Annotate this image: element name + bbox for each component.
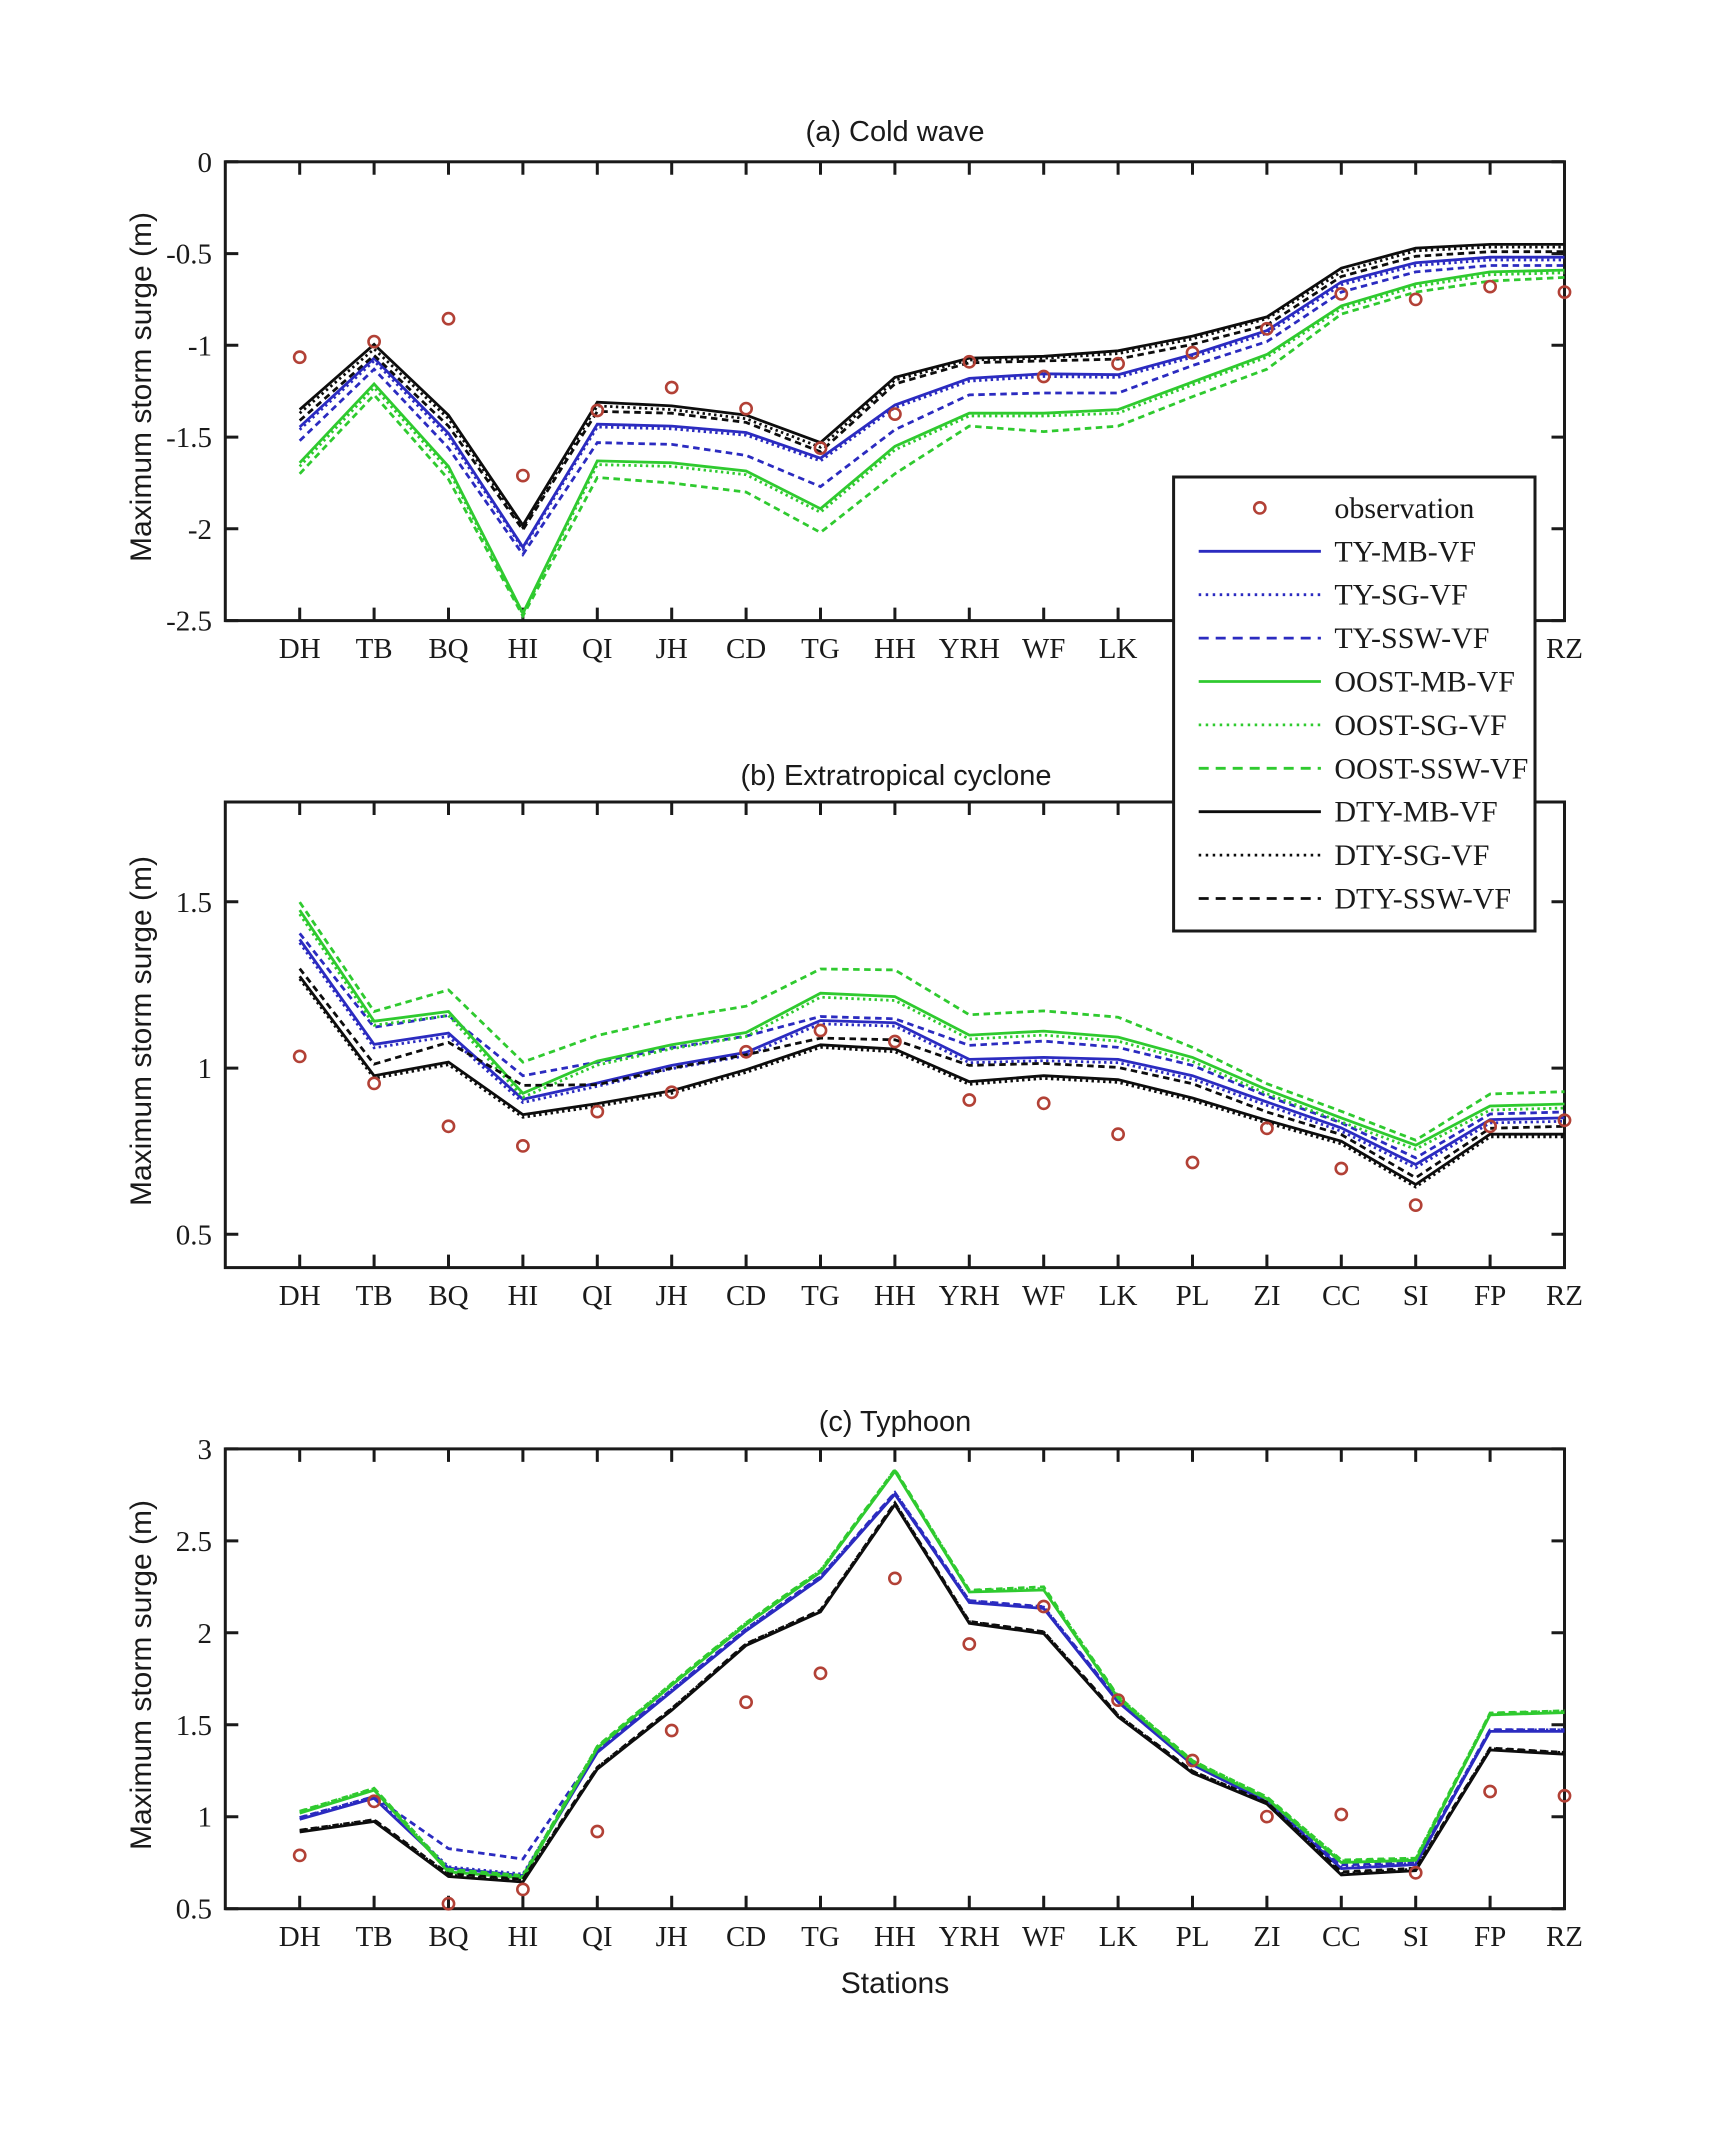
svg-text:observation: observation: [1334, 492, 1474, 525]
svg-text:-0.5: -0.5: [166, 239, 212, 271]
svg-text:Maximum storm surge (m): Maximum storm surge (m): [125, 1500, 158, 1850]
svg-text:TY-SG-VF: TY-SG-VF: [1334, 579, 1467, 612]
svg-text:CD: CD: [726, 1280, 766, 1312]
svg-text:JH: JH: [656, 633, 688, 665]
svg-text:ZI: ZI: [1253, 1921, 1280, 1953]
svg-text:Maximum storm surge (m): Maximum storm surge (m): [125, 856, 158, 1206]
svg-text:TB: TB: [356, 1921, 393, 1953]
svg-text:(a) Cold wave: (a) Cold wave: [806, 116, 985, 148]
svg-text:ZI: ZI: [1253, 1280, 1280, 1312]
svg-text:LK: LK: [1099, 633, 1138, 665]
svg-text:QI: QI: [582, 633, 613, 665]
svg-text:DTY-SSW-VF: DTY-SSW-VF: [1334, 883, 1511, 916]
svg-text:1: 1: [198, 1802, 213, 1834]
svg-text:OOST-SG-VF: OOST-SG-VF: [1334, 709, 1506, 742]
svg-text:WF: WF: [1022, 1921, 1066, 1953]
svg-text:RZ: RZ: [1546, 1280, 1583, 1312]
svg-text:CC: CC: [1322, 1280, 1361, 1312]
svg-text:PL: PL: [1176, 1921, 1210, 1953]
svg-text:LK: LK: [1099, 1280, 1138, 1312]
svg-text:Maximum storm surge (m): Maximum storm surge (m): [125, 212, 158, 562]
svg-text:(c) Typhoon: (c) Typhoon: [819, 1406, 972, 1438]
svg-text:RZ: RZ: [1546, 633, 1583, 665]
svg-text:(b) Extratropical cyclone: (b) Extratropical cyclone: [740, 760, 1051, 792]
svg-text:DH: DH: [279, 633, 321, 665]
svg-text:JH: JH: [656, 1280, 688, 1312]
svg-text:CD: CD: [726, 1921, 766, 1953]
svg-text:HI: HI: [508, 633, 539, 665]
svg-text:FP: FP: [1474, 1921, 1506, 1953]
svg-text:JH: JH: [656, 1921, 688, 1953]
svg-text:QI: QI: [582, 1921, 613, 1953]
svg-text:-2.5: -2.5: [166, 606, 212, 638]
svg-text:BQ: BQ: [428, 1921, 468, 1953]
svg-text:TG: TG: [801, 1280, 840, 1312]
svg-text:HI: HI: [508, 1921, 539, 1953]
svg-text:RZ: RZ: [1546, 1921, 1583, 1953]
svg-text:SI: SI: [1403, 1280, 1429, 1312]
svg-text:3: 3: [198, 1434, 213, 1466]
svg-text:YRH: YRH: [939, 1921, 1000, 1953]
svg-text:TG: TG: [801, 633, 840, 665]
svg-text:CC: CC: [1322, 1921, 1361, 1953]
svg-text:HI: HI: [508, 1280, 539, 1312]
svg-text:OOST-MB-VF: OOST-MB-VF: [1334, 666, 1515, 699]
svg-text:CD: CD: [726, 633, 766, 665]
svg-text:-1: -1: [188, 330, 212, 362]
svg-text:BQ: BQ: [428, 633, 468, 665]
svg-text:PL: PL: [1176, 1280, 1210, 1312]
svg-text:2: 2: [198, 1618, 213, 1650]
svg-text:OOST-SSW-VF: OOST-SSW-VF: [1334, 752, 1528, 785]
svg-text:HH: HH: [874, 1280, 916, 1312]
svg-text:TY-MB-VF: TY-MB-VF: [1334, 535, 1476, 568]
svg-text:1.5: 1.5: [176, 1710, 212, 1742]
svg-text:1: 1: [198, 1053, 213, 1085]
svg-text:QI: QI: [582, 1280, 613, 1312]
svg-text:Stations: Stations: [841, 1967, 949, 2000]
svg-text:BQ: BQ: [428, 1280, 468, 1312]
svg-text:TB: TB: [356, 1280, 393, 1312]
svg-text:2.5: 2.5: [176, 1526, 212, 1558]
svg-text:1.5: 1.5: [176, 887, 212, 919]
svg-text:FP: FP: [1474, 1280, 1506, 1312]
svg-text:TY-SSW-VF: TY-SSW-VF: [1334, 622, 1489, 655]
svg-text:TG: TG: [801, 1921, 840, 1953]
svg-text:0: 0: [198, 147, 213, 179]
svg-text:-1.5: -1.5: [166, 422, 212, 454]
svg-text:0.5: 0.5: [176, 1894, 212, 1926]
svg-text:DH: DH: [279, 1280, 321, 1312]
svg-text:WF: WF: [1022, 1280, 1066, 1312]
svg-text:YRH: YRH: [939, 633, 1000, 665]
svg-text:DTY-SG-VF: DTY-SG-VF: [1334, 839, 1489, 872]
svg-text:SI: SI: [1403, 1921, 1429, 1953]
svg-text:YRH: YRH: [939, 1280, 1000, 1312]
svg-text:0.5: 0.5: [176, 1219, 212, 1251]
svg-text:-2: -2: [188, 514, 212, 546]
svg-text:WF: WF: [1022, 633, 1066, 665]
svg-text:HH: HH: [874, 633, 916, 665]
svg-text:LK: LK: [1099, 1921, 1138, 1953]
svg-text:TB: TB: [356, 633, 393, 665]
svg-text:HH: HH: [874, 1921, 916, 1953]
svg-text:DH: DH: [279, 1921, 321, 1953]
svg-text:DTY-MB-VF: DTY-MB-VF: [1334, 796, 1497, 829]
